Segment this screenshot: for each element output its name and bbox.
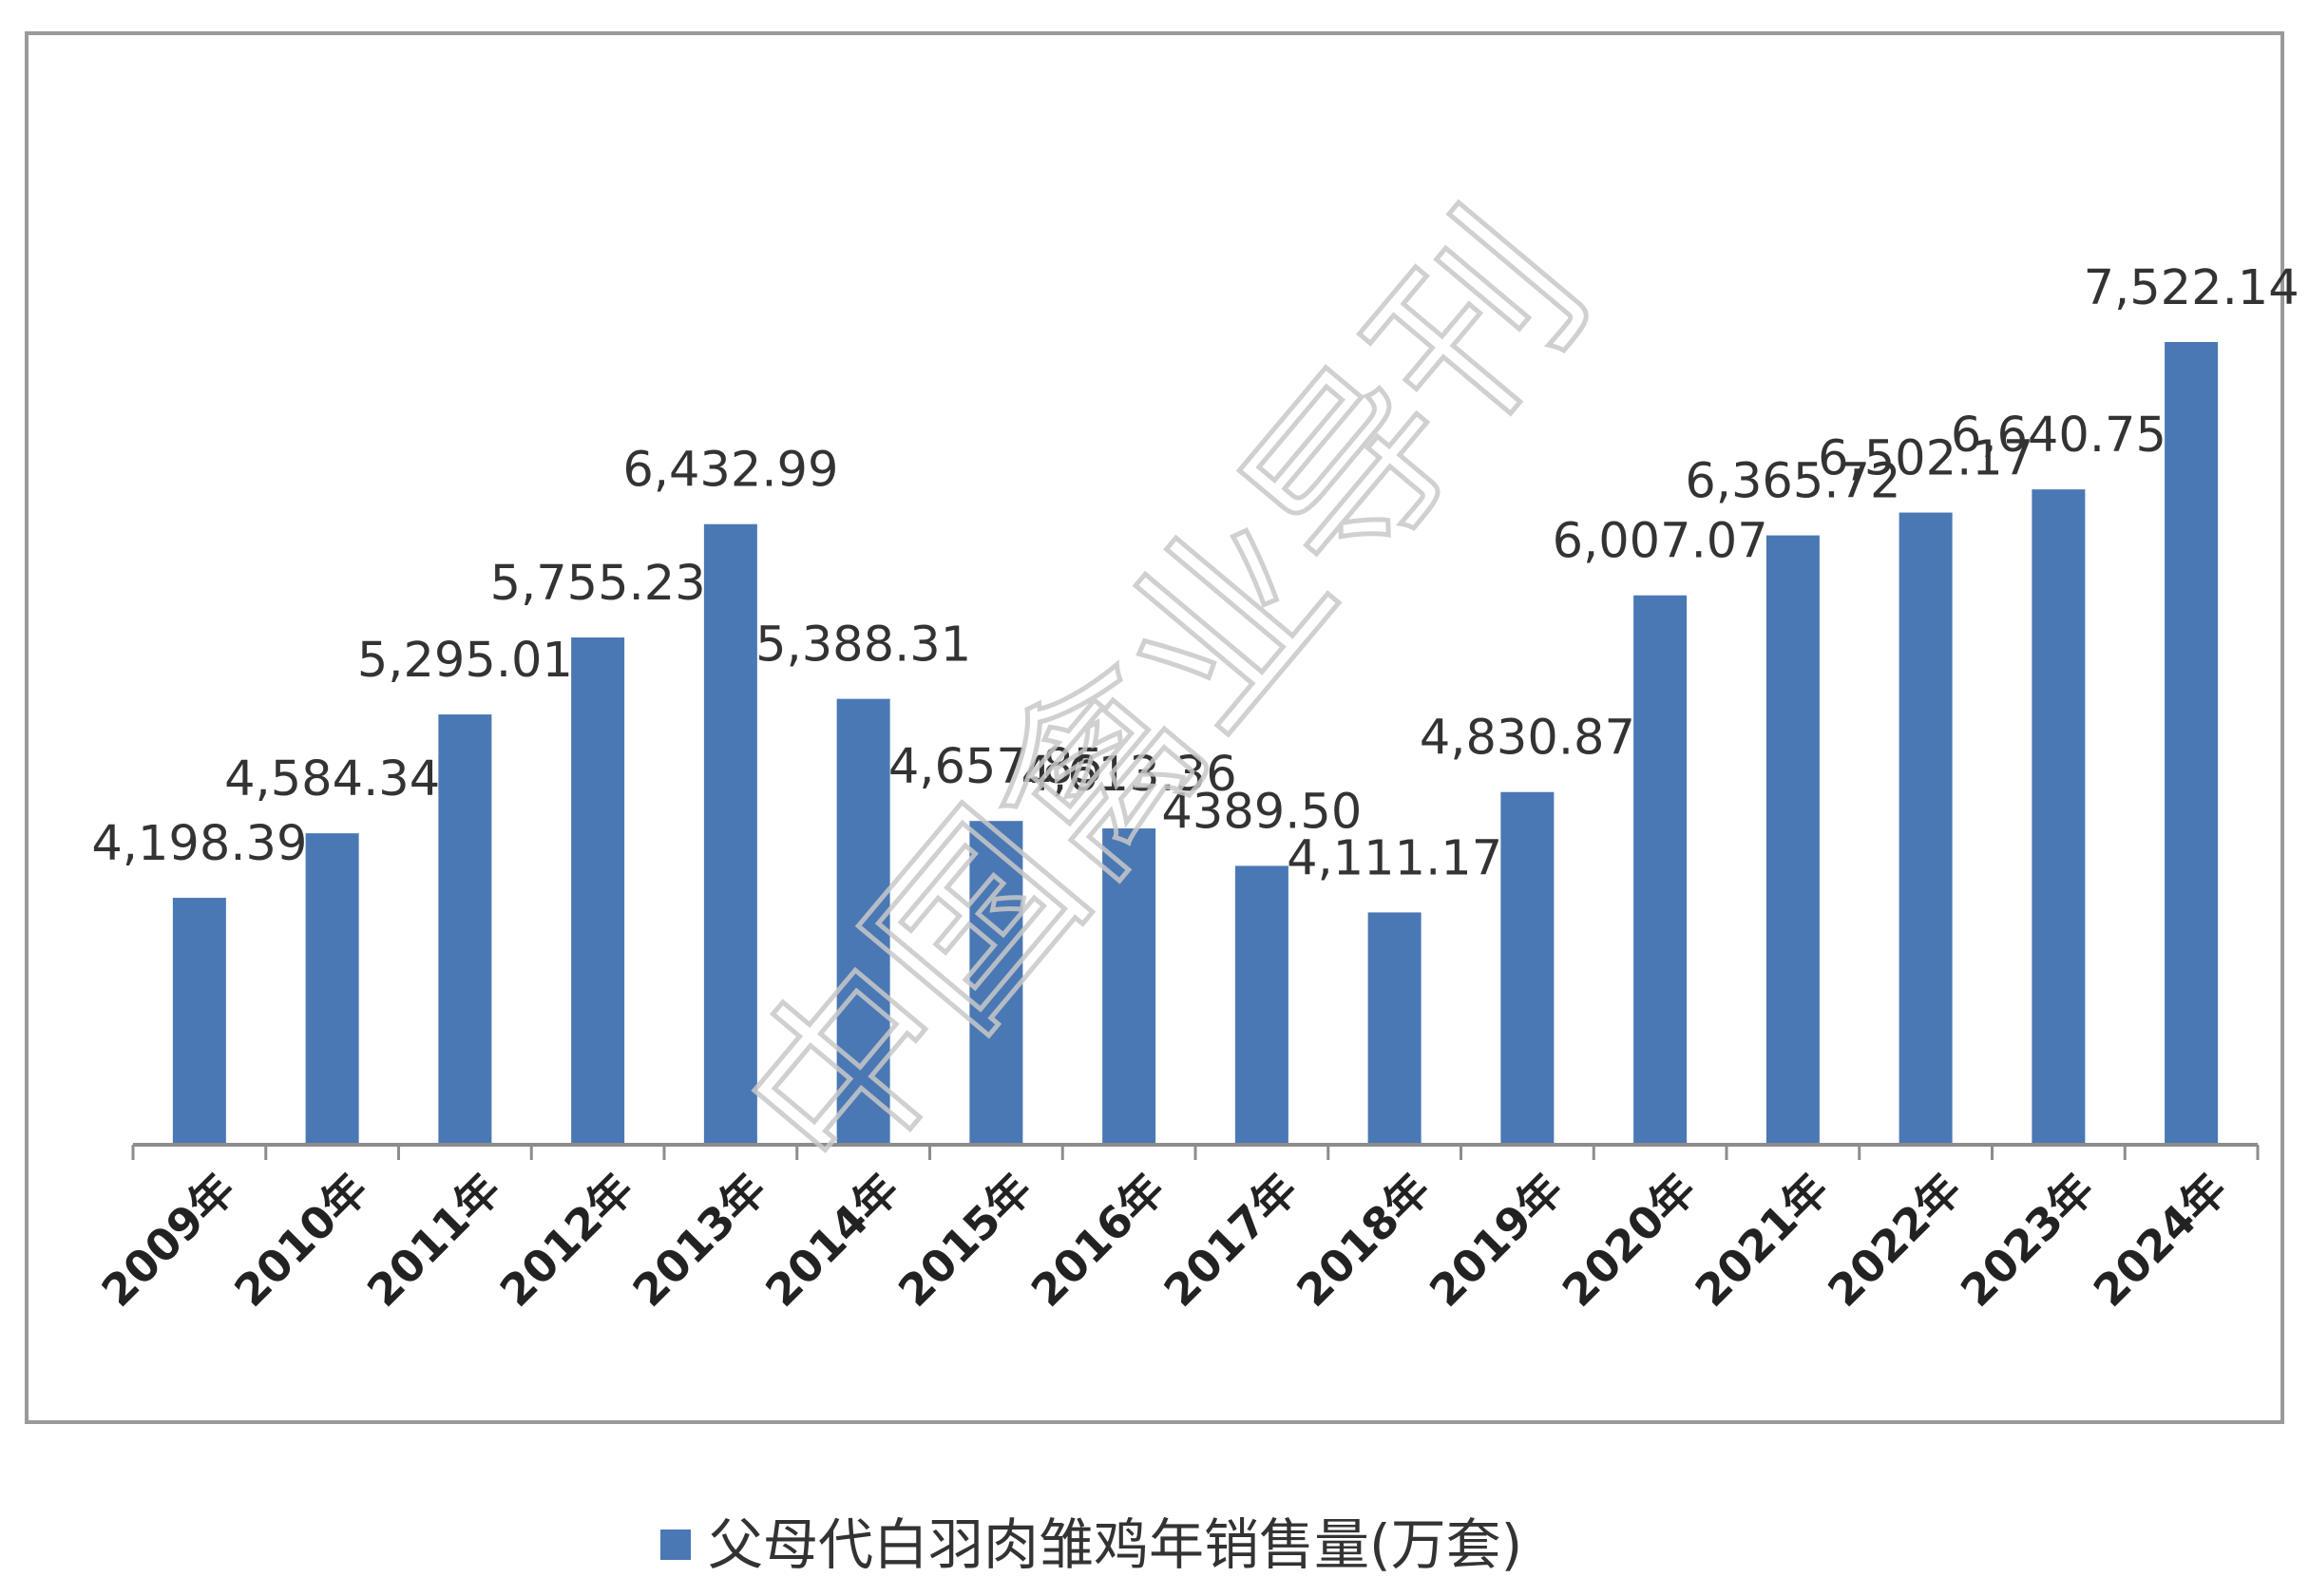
bar-2021年 — [1765, 535, 1820, 1145]
bar-2023年 — [2032, 489, 2086, 1145]
bar-2013年 — [703, 523, 757, 1145]
data-label-2015年: 4,657.85 — [888, 739, 1104, 795]
data-label-2017年: 4389.50 — [1161, 784, 1362, 840]
bar-2014年 — [836, 698, 890, 1145]
data-label-2024年: 7,522.14 — [2084, 260, 2299, 316]
bar-2018年 — [1367, 912, 1422, 1145]
data-labels-group: 4,198.39 4,584.34 5,295.01 5,755.23 6,432.99… — [91, 260, 2299, 886]
data-label-2012年: 5,755.23 — [490, 556, 706, 612]
bar-2010年 — [305, 833, 359, 1145]
data-label-2010年: 4,584.34 — [224, 751, 440, 808]
legend-label: 父母代白羽肉雏鸡年销售量(万套) — [708, 1512, 1522, 1577]
data-label-2013年: 6,432.99 — [622, 443, 838, 499]
ticks-group — [131, 1145, 2260, 1160]
bar-2012年 — [571, 637, 625, 1145]
data-label-2014年: 5,388.31 — [755, 618, 971, 674]
bar-2009年 — [172, 898, 226, 1145]
bar-2017年 — [1234, 865, 1288, 1145]
bar-2016年 — [1102, 828, 1156, 1145]
bar-2015年 — [969, 821, 1023, 1145]
bar-2020年 — [1633, 595, 1688, 1145]
data-label-2018年: 4,111.17 — [1287, 830, 1502, 886]
bar-2024年 — [2165, 342, 2219, 1145]
legend-swatch — [660, 1530, 691, 1560]
data-label-2022年: 6,502.17 — [1818, 431, 2033, 487]
data-label-2016年: 4,613.36 — [1021, 747, 1237, 803]
data-label-2021年: 6,365.72 — [1685, 454, 1900, 510]
bar-2022年 — [1899, 512, 1953, 1145]
data-label-2019年: 4,830.87 — [1420, 711, 1635, 767]
data-label-2011年: 5,295.01 — [357, 633, 573, 689]
bar-2019年 — [1500, 791, 1555, 1145]
data-label-2023年: 6,640.75 — [1951, 408, 2166, 464]
data-label-2020年: 6,007.07 — [1553, 514, 1768, 570]
bar-2011年 — [438, 714, 492, 1145]
data-label-2009年: 4,198.39 — [91, 816, 307, 872]
bars-group — [172, 342, 2219, 1145]
